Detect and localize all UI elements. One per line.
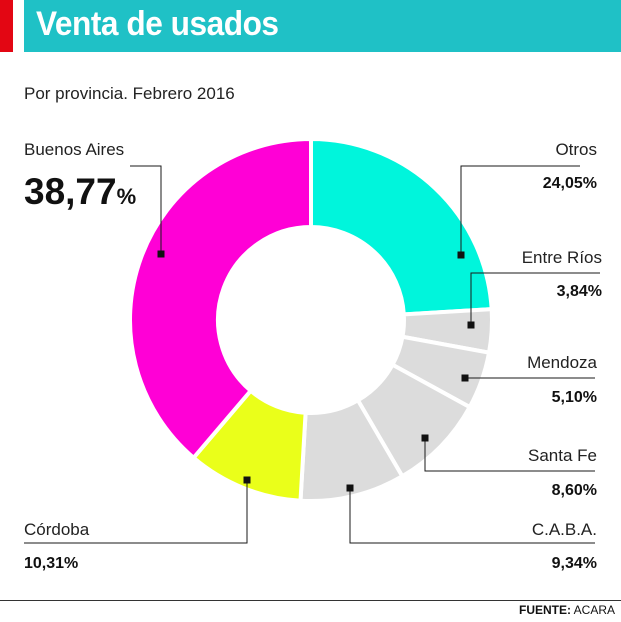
footer-divider xyxy=(0,600,621,601)
leader-lines-group xyxy=(24,165,600,544)
leader-line-entre-rios xyxy=(470,272,600,325)
slice-label-otros-name: Otros xyxy=(555,140,597,159)
slice-label-buenos-aires-value: 38,77% xyxy=(24,171,136,212)
source-label: FUENTE: xyxy=(518,603,571,617)
leader-marker-buenos-aires xyxy=(157,250,165,258)
leader-marker-caba xyxy=(346,484,354,492)
slice-label-santa-fe-name: Santa Fe xyxy=(528,446,597,465)
header-bar xyxy=(24,0,621,52)
leader-line-otros xyxy=(460,165,580,255)
slice-buenos-aires xyxy=(128,136,313,461)
header-accent xyxy=(0,0,13,52)
slice-label-cordoba-value: 10,31% xyxy=(24,555,78,572)
source-value: ACARA xyxy=(573,603,615,617)
slice-label-caba-name: C.A.B.A. xyxy=(532,520,597,539)
slice-label-cordoba-name: Córdoba xyxy=(24,520,90,539)
slice-label-otros-value: 24,05% xyxy=(543,175,597,192)
slice-label-mendoza-name: Mendoza xyxy=(527,353,597,372)
slice-label-mendoza-value: 5,10% xyxy=(552,389,597,406)
slice-otros xyxy=(309,136,494,317)
slices-group xyxy=(128,136,494,503)
slice-label-santa-fe-value: 8,60% xyxy=(552,482,597,499)
leader-line-caba xyxy=(349,488,595,544)
source-note: FUENTE: ACARA xyxy=(519,603,615,617)
leader-line-buenos-aires xyxy=(130,165,162,254)
slice-label-buenos-aires-name: Buenos Aires xyxy=(24,140,124,159)
leader-marker-cordoba xyxy=(243,476,251,484)
slice-label-caba-value: 9,34% xyxy=(552,555,597,572)
slice-label-entre-rios-name: Entre Ríos xyxy=(522,248,602,267)
leader-marker-entre-rios xyxy=(467,321,475,329)
leader-marker-santa-fe xyxy=(421,434,429,442)
chart-subtitle: Por provincia. Febrero 2016 xyxy=(24,84,235,103)
chart-title: Venta de usados xyxy=(36,5,279,43)
leader-line-cordoba xyxy=(24,480,248,544)
slice-label-entre-rios-value: 3,84% xyxy=(557,283,602,300)
leader-line-santa-fe xyxy=(424,438,595,472)
buenos-aires-value-percent: % xyxy=(117,184,137,209)
leader-marker-mendoza xyxy=(461,374,469,382)
buenos-aires-value-number: 38,77 xyxy=(24,171,117,212)
leader-marker-otros xyxy=(457,251,465,259)
